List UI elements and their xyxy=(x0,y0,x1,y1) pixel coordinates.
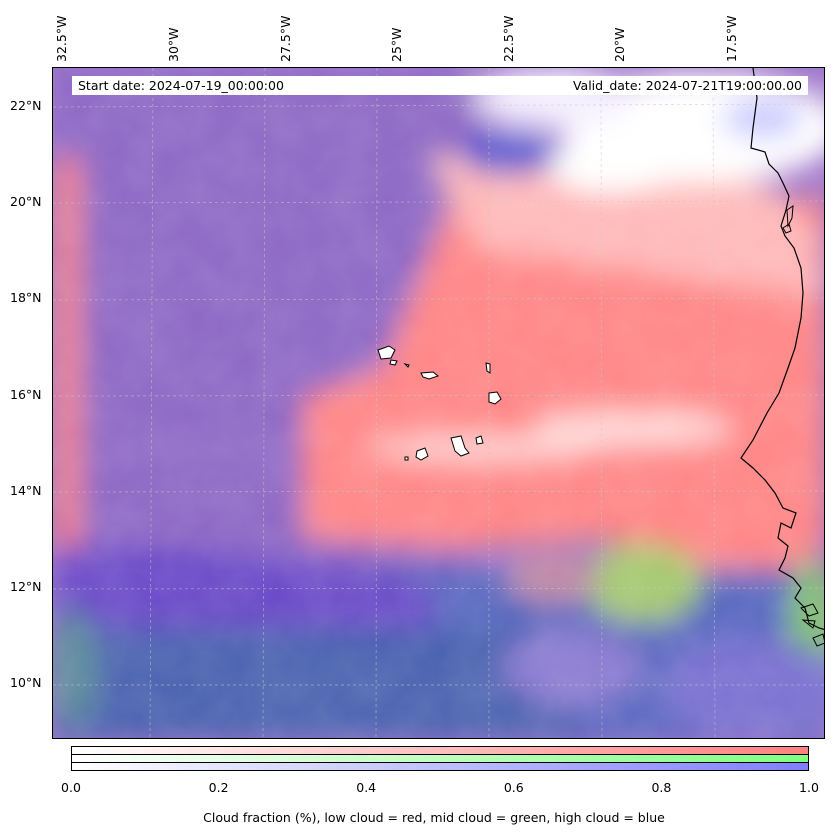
colorbar-tick-label: 1.0 xyxy=(799,780,819,795)
longitude-label: 20°W xyxy=(612,27,627,62)
colorbar xyxy=(71,746,809,771)
longitude-label: 27.5°W xyxy=(278,15,293,62)
colorbar-high-cloud xyxy=(71,762,809,771)
latitude-label: 20°N xyxy=(10,194,42,209)
longitude-label: 30°W xyxy=(166,27,181,62)
colorbar-tick-label: 0.6 xyxy=(503,780,524,795)
cloud-fraction-map xyxy=(52,67,825,739)
latitude-label: 16°N xyxy=(10,387,42,402)
longitude-label: 32.5°W xyxy=(54,15,69,62)
colorbar-tick-label: 0.0 xyxy=(61,780,81,795)
colorbar-tick-label: 0.2 xyxy=(208,780,229,795)
africa-coastline xyxy=(740,68,824,631)
map-canvas xyxy=(53,68,824,738)
latitude-label: 22°N xyxy=(10,98,42,113)
longitude-label: 22.5°W xyxy=(501,15,516,62)
gridlines xyxy=(53,68,824,738)
colorbar-label: Cloud fraction (%), low cloud = red, mid… xyxy=(203,810,665,825)
latitude-label: 12°N xyxy=(10,579,42,594)
colorbar-mid-cloud xyxy=(71,754,809,763)
cape-verde-islands xyxy=(377,345,502,461)
colorbar-low-cloud xyxy=(71,746,809,755)
longitude-label: 25°W xyxy=(389,27,404,62)
latitude-label: 18°N xyxy=(10,290,42,305)
latitude-label: 10°N xyxy=(10,675,42,690)
latitude-label: 14°N xyxy=(10,483,42,498)
start-date-label: Start date: 2024-07-19_00:00:00 xyxy=(72,76,542,95)
valid-date-label: Valid_date: 2024-07-21T19:00:00.00 xyxy=(540,76,808,95)
colorbar-tick-label: 0.4 xyxy=(356,780,377,795)
colorbar-tick-label: 0.8 xyxy=(651,780,672,795)
longitude-label: 17.5°W xyxy=(724,15,739,62)
